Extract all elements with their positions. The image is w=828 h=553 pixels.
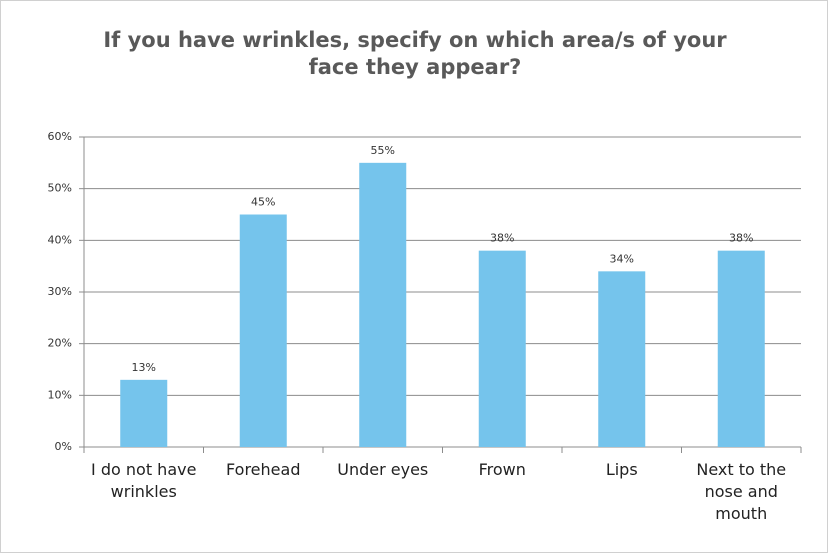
data-label: 13% <box>132 361 156 374</box>
y-tick-label: 0% <box>55 440 72 453</box>
x-tick-label: Frown <box>478 460 526 479</box>
data-label: 38% <box>490 232 514 245</box>
y-tick-label: 40% <box>48 233 72 246</box>
data-label: 45% <box>251 196 275 209</box>
bar <box>120 379 168 447</box>
bar <box>478 250 526 447</box>
bar <box>717 250 765 447</box>
y-tick-label: 20% <box>48 337 72 350</box>
bar <box>239 214 287 447</box>
data-label: 38% <box>729 232 753 245</box>
data-label: 55% <box>371 144 395 157</box>
chart-title: If you have wrinkles, specify on which a… <box>103 28 727 79</box>
bar <box>598 271 646 447</box>
x-tick-label: Under eyes <box>337 460 429 479</box>
x-tick-label: I do not have wrinkles <box>91 460 197 501</box>
y-tick-label: 30% <box>48 285 72 298</box>
y-tick-label: 10% <box>48 388 72 401</box>
x-tick-label: Next to the nose and mouth <box>696 460 787 523</box>
y-tick-label: 60% <box>48 130 72 143</box>
y-tick-label: 50% <box>48 182 72 195</box>
bar <box>359 162 407 448</box>
x-tick-label: Forehead <box>226 460 301 479</box>
x-tick-label: Lips <box>605 460 638 479</box>
data-label: 34% <box>610 252 634 265</box>
